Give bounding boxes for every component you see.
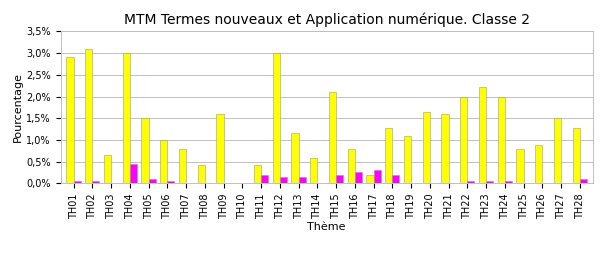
- X-axis label: Thème: Thème: [307, 222, 346, 232]
- Bar: [329, 92, 336, 183]
- Bar: [385, 128, 392, 183]
- Bar: [74, 181, 80, 183]
- Bar: [505, 181, 512, 183]
- Bar: [404, 136, 411, 183]
- Bar: [273, 53, 280, 183]
- Bar: [280, 177, 287, 183]
- Bar: [85, 49, 93, 183]
- Bar: [367, 175, 373, 183]
- Bar: [467, 181, 474, 183]
- Bar: [355, 172, 362, 183]
- Bar: [460, 97, 467, 183]
- Bar: [580, 179, 587, 183]
- Bar: [149, 179, 155, 183]
- Bar: [392, 175, 399, 183]
- Bar: [336, 175, 343, 183]
- Bar: [160, 140, 168, 183]
- Bar: [104, 155, 111, 183]
- Bar: [299, 177, 306, 183]
- Bar: [198, 165, 205, 183]
- Bar: [254, 165, 261, 183]
- Bar: [423, 112, 430, 183]
- Bar: [535, 145, 542, 183]
- Bar: [486, 181, 493, 183]
- Bar: [517, 149, 523, 183]
- Bar: [261, 175, 268, 183]
- Bar: [348, 149, 355, 183]
- Bar: [373, 170, 381, 183]
- Bar: [573, 128, 580, 183]
- Title: MTM Termes nouveaux et Application numérique. Classe 2: MTM Termes nouveaux et Application numér…: [123, 13, 530, 28]
- Bar: [168, 181, 174, 183]
- Bar: [554, 118, 561, 183]
- Bar: [123, 53, 130, 183]
- Bar: [498, 97, 505, 183]
- Bar: [217, 114, 224, 183]
- Bar: [93, 181, 99, 183]
- Bar: [479, 87, 486, 183]
- Bar: [130, 164, 137, 183]
- Bar: [67, 57, 74, 183]
- Bar: [142, 118, 149, 183]
- Y-axis label: Pourcentage: Pourcentage: [13, 72, 23, 143]
- Bar: [442, 114, 448, 183]
- Bar: [179, 149, 186, 183]
- Bar: [310, 158, 318, 183]
- Bar: [292, 133, 299, 183]
